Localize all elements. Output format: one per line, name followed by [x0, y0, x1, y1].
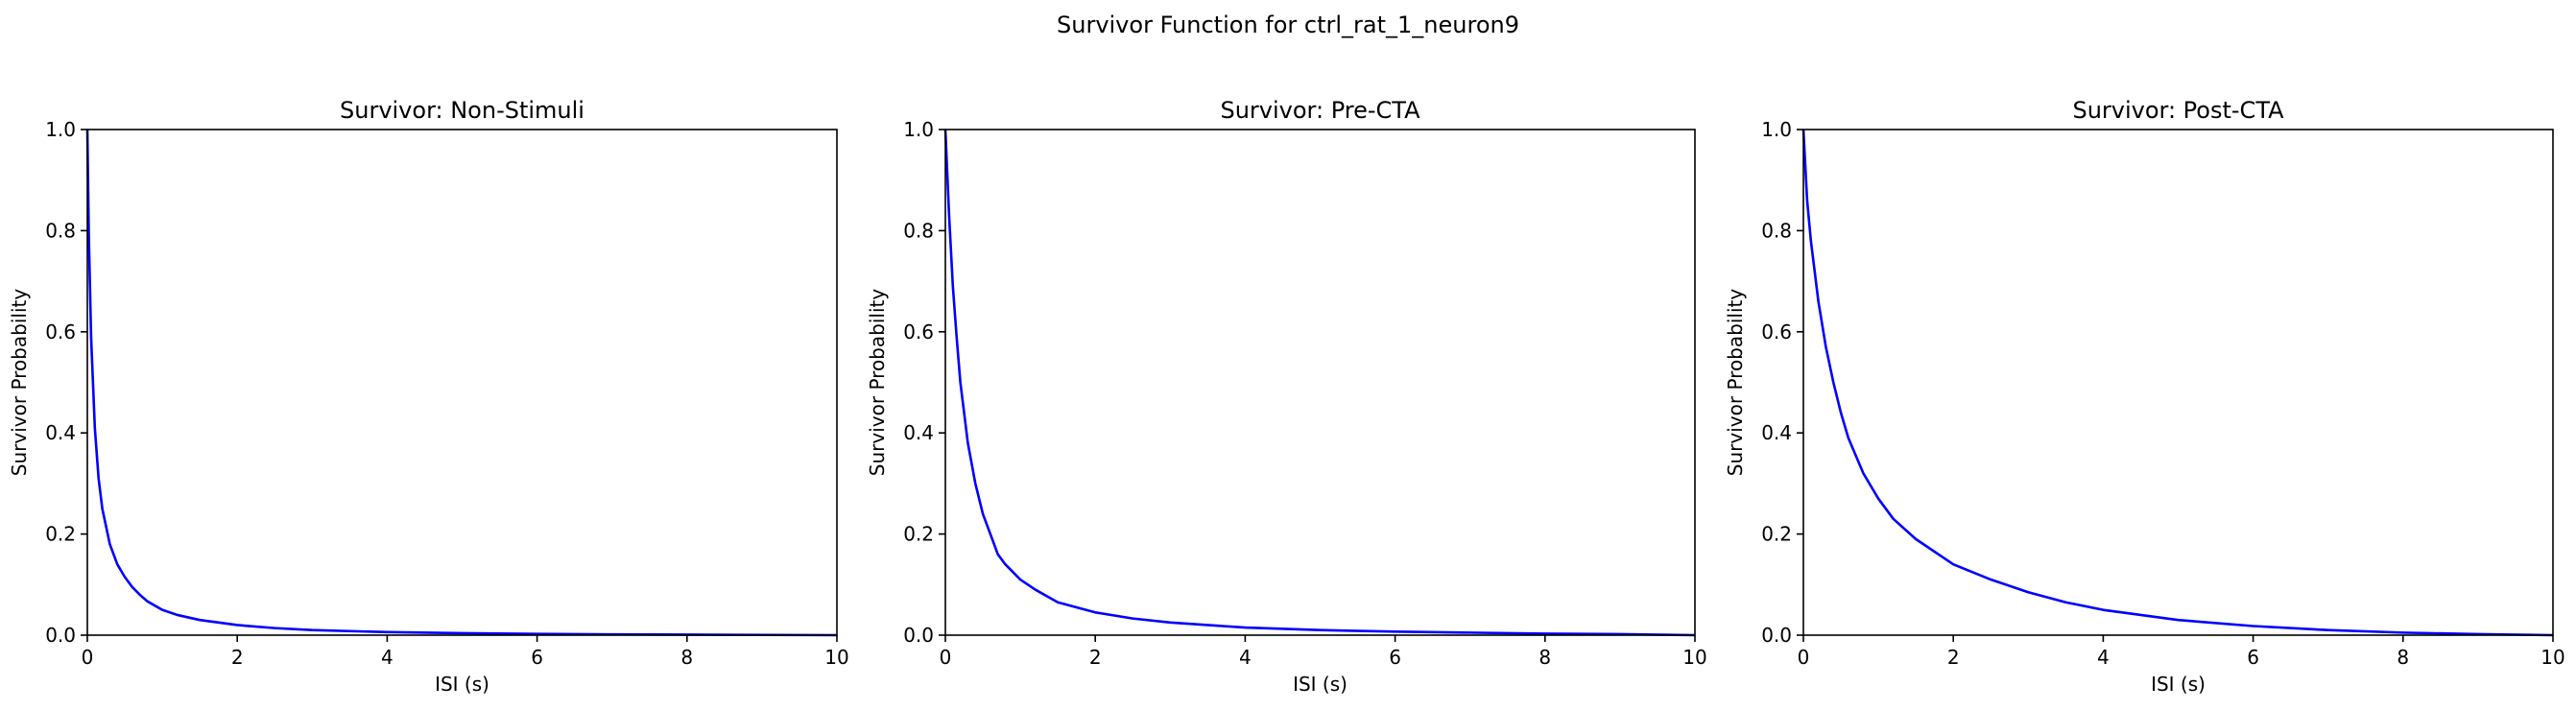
y-tick-label: 0.8	[1761, 219, 1792, 242]
x-tick-label: 4	[1239, 646, 1252, 669]
x-tick-label: 8	[1538, 646, 1551, 669]
y-tick-label: 0.6	[1761, 320, 1792, 343]
subplot-2: 0 2 4 6 8 10 0.0 0.2 0.4 0.6 0.8 1.0 Survivor: Pre-C…	[866, 97, 1707, 696]
x-tick-label: 10	[824, 646, 848, 669]
subplot-1: 0 2 4 6 8 10 0.0 0.2 0.4 0.6 0.8 1.0 Survivor: Non-S…	[8, 97, 849, 696]
x-tick-label: 0	[940, 646, 952, 669]
subplot-title: Survivor: Pre-CTA	[1220, 97, 1420, 124]
x-tick-label: 8	[2397, 646, 2409, 669]
y-tick-label: 0.6	[903, 320, 934, 343]
x-tick-label: 4	[381, 646, 394, 669]
x-tick-label: 8	[680, 646, 693, 669]
y-tick-label: 0.4	[45, 421, 76, 444]
survivor-line-2	[943, 129, 1696, 637]
x-tick-label: 6	[2247, 646, 2259, 669]
subplot-title: Survivor: Post-CTA	[2072, 97, 2284, 124]
survivor-line-3	[1801, 129, 2554, 637]
y-axis-label: Survivor Probability	[866, 289, 889, 477]
y-axis-label: Survivor Probability	[8, 289, 31, 477]
y-tick-label: 0.6	[45, 320, 76, 343]
y-tick-label: 0.2	[903, 523, 934, 546]
x-tick-label: 2	[1947, 646, 1960, 669]
y-tick-label: 0.2	[1761, 523, 1792, 546]
figure-suptitle: Survivor Function for ctrl_rat_1_neuron9	[1057, 12, 1519, 38]
x-axis-label: ISI (s)	[435, 673, 489, 696]
axes-frame	[944, 129, 1696, 636]
subplot-title: Survivor: Non-Stimuli	[340, 97, 584, 124]
y-tick-label: 1.0	[903, 118, 934, 141]
x-tick-label: 10	[1682, 646, 1706, 669]
x-tick-label: 0	[1798, 646, 1810, 669]
y-tick-label: 0.0	[45, 624, 76, 647]
y-tick-label: 1.0	[45, 118, 76, 141]
x-tick-label: 6	[1389, 646, 1401, 669]
x-axis-label: ISI (s)	[2151, 673, 2206, 696]
x-tick-label: 4	[2097, 646, 2110, 669]
x-axis-label: ISI (s)	[1293, 673, 1348, 696]
x-tick-label: 0	[82, 646, 94, 669]
y-tick-label: 0.4	[903, 421, 934, 444]
y-tick-label: 0.8	[45, 219, 76, 242]
y-tick-label: 0.0	[903, 624, 934, 647]
axes-frame	[86, 129, 838, 636]
y-axis-label: Survivor Probability	[1724, 289, 1747, 477]
y-tick-label: 0.8	[903, 219, 934, 242]
y-tick-label: 1.0	[1761, 118, 1792, 141]
y-tick-label: 0.2	[45, 523, 76, 546]
axes-frame	[1802, 129, 2554, 636]
y-tick-label: 0.4	[1761, 421, 1792, 444]
x-tick-label: 2	[231, 646, 244, 669]
subplot-3: 0 2 4 6 8 10 0.0 0.2 0.4 0.6 0.8 1.0 Survivor: Post-…	[1724, 97, 2565, 696]
y-tick-label: 0.0	[1761, 624, 1792, 647]
x-tick-label: 10	[2540, 646, 2564, 669]
survivor-line-1	[85, 129, 838, 637]
x-tick-label: 6	[531, 646, 543, 669]
x-tick-label: 2	[1089, 646, 1102, 669]
